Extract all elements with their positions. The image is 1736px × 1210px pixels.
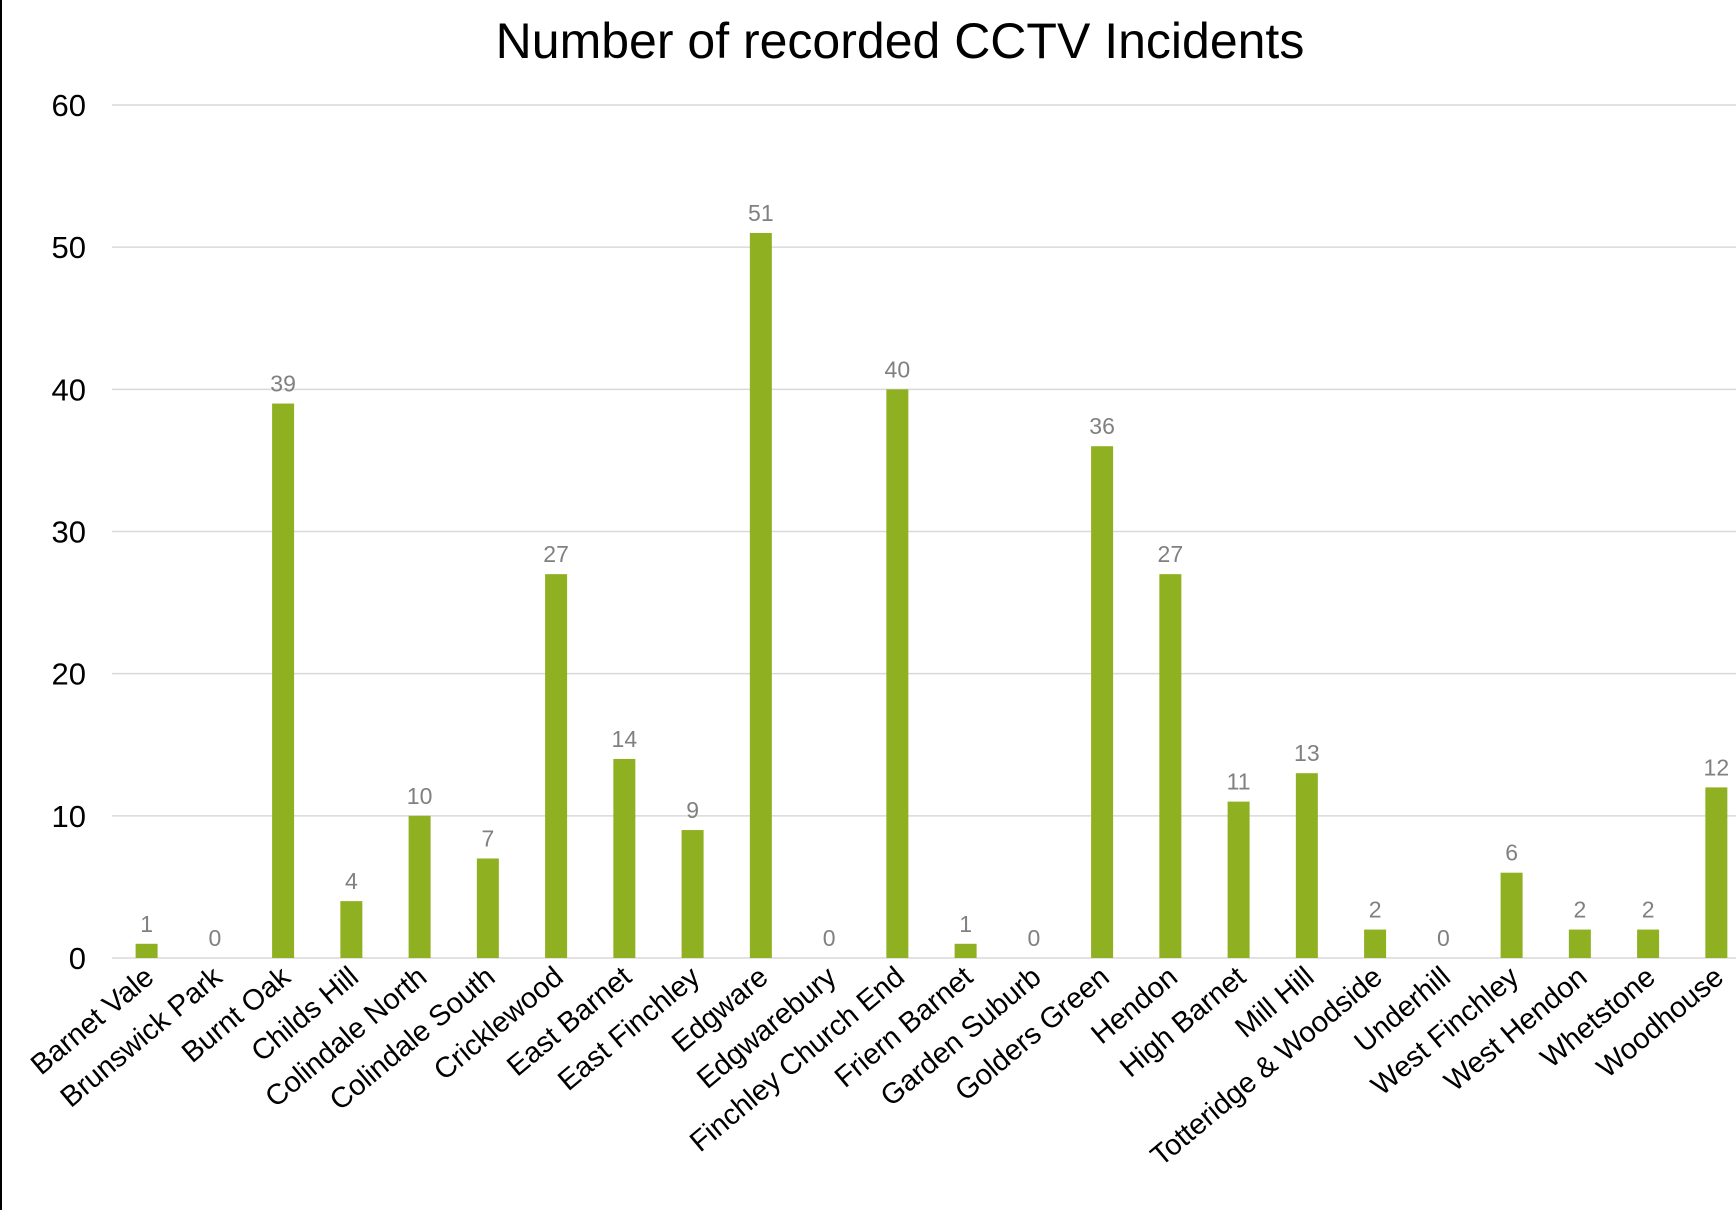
bar — [1568, 929, 1591, 958]
bar — [681, 830, 704, 958]
bar — [1364, 929, 1387, 958]
data-label: 1 — [959, 911, 972, 937]
y-tick-label: 50 — [52, 230, 86, 265]
data-label: 0 — [1437, 925, 1450, 951]
bar — [1295, 773, 1318, 958]
data-label: 0 — [1027, 925, 1040, 951]
data-label: 13 — [1294, 740, 1320, 766]
bar — [1091, 446, 1114, 958]
bars — [135, 232, 1728, 958]
data-label: 10 — [407, 783, 433, 809]
data-label: 6 — [1505, 840, 1518, 866]
y-tick-label: 0 — [69, 941, 86, 976]
data-label: 0 — [208, 925, 221, 951]
data-label: 40 — [885, 356, 911, 382]
y-tick-label: 30 — [52, 515, 86, 550]
data-label: 11 — [1227, 769, 1251, 795]
bar — [1637, 929, 1660, 958]
bar — [272, 403, 295, 958]
data-label: 2 — [1573, 897, 1586, 923]
bar — [1705, 787, 1728, 958]
y-axis-ticks: 0 10 20 30 40 50 60 — [52, 88, 86, 976]
data-label: 14 — [612, 726, 638, 752]
bar — [613, 758, 636, 958]
data-label: 9 — [686, 797, 699, 823]
data-label: 27 — [1158, 541, 1184, 567]
data-label: 1 — [140, 911, 153, 937]
bar — [1227, 801, 1250, 958]
gridlines — [112, 104, 1736, 959]
bar — [408, 815, 431, 958]
y-tick-label: 40 — [52, 372, 86, 407]
bar — [886, 389, 909, 958]
bar — [1159, 574, 1182, 958]
bar — [476, 858, 499, 958]
data-label: 12 — [1704, 754, 1730, 780]
y-tick-label: 60 — [52, 88, 86, 123]
bar — [340, 901, 363, 958]
data-label: 0 — [823, 925, 836, 951]
data-label: 7 — [481, 825, 494, 851]
left-frame-line — [0, 0, 2, 1210]
y-tick-label: 20 — [52, 657, 86, 692]
data-label: 4 — [345, 868, 358, 894]
bar — [954, 943, 977, 958]
bar — [135, 943, 158, 958]
bar — [1500, 872, 1523, 958]
data-label: 51 — [748, 200, 774, 226]
chart-title: Number of recorded CCTV Incidents — [496, 13, 1305, 69]
data-label: 39 — [270, 371, 296, 397]
data-label: 27 — [543, 541, 569, 567]
data-label: 2 — [1642, 897, 1655, 923]
bar — [749, 232, 772, 958]
y-tick-label: 10 — [52, 799, 86, 834]
bar — [545, 574, 568, 958]
data-label: 36 — [1089, 413, 1115, 439]
data-label: 2 — [1369, 897, 1382, 923]
